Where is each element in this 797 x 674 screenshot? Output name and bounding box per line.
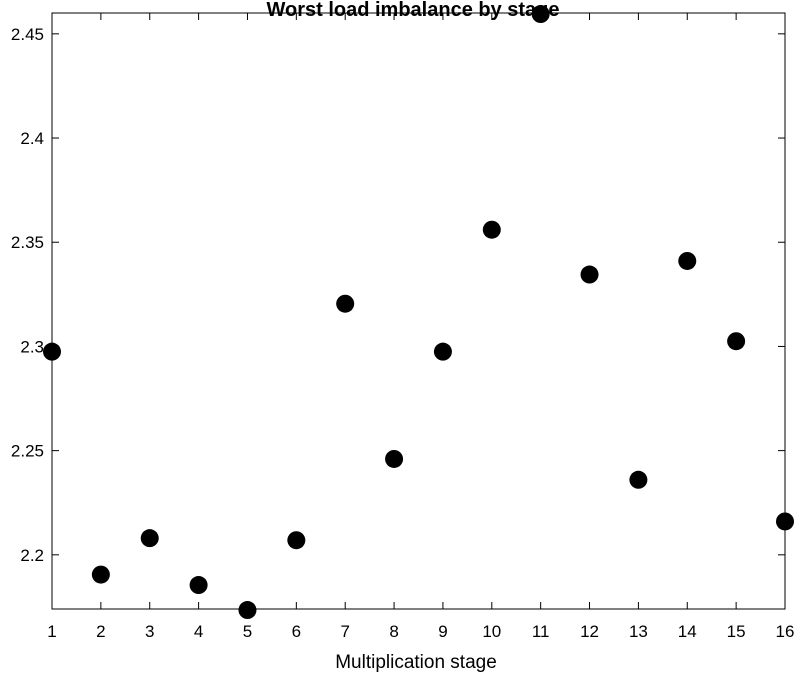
y-tick-label: 2.35 bbox=[11, 233, 44, 252]
y-tick-label: 2.4 bbox=[20, 129, 44, 148]
x-tick-label: 10 bbox=[482, 622, 501, 641]
data-point bbox=[482, 220, 501, 239]
axis-ticks bbox=[51, 13, 786, 609]
data-point bbox=[531, 5, 550, 24]
data-point bbox=[629, 470, 648, 489]
data-point bbox=[727, 332, 746, 351]
y-tick-label: 2.45 bbox=[11, 25, 44, 44]
plot-frame bbox=[51, 12, 786, 610]
x-axis-label: Multiplication stage bbox=[335, 652, 497, 673]
x-tick-label: 15 bbox=[727, 622, 746, 641]
x-tick-label: 8 bbox=[389, 622, 398, 641]
x-tick-label: 11 bbox=[532, 622, 550, 641]
x-tick-label: 12 bbox=[580, 622, 599, 641]
y-tick-labels: 2.2 2.25 2.3 2.35 2.4 2.45 bbox=[11, 25, 44, 565]
x-tick-label: 3 bbox=[145, 622, 154, 641]
x-tick-label: 9 bbox=[438, 622, 447, 641]
y-tick-label: 2.3 bbox=[20, 337, 44, 356]
chart-title: Worst load imbalance by stage bbox=[266, 0, 559, 21]
x-tick-label: 16 bbox=[776, 622, 795, 641]
data-point bbox=[189, 576, 208, 595]
data-points bbox=[43, 5, 794, 620]
data-point bbox=[140, 529, 159, 548]
y-tick-label: 2.2 bbox=[20, 546, 44, 565]
data-point bbox=[433, 342, 452, 361]
data-point bbox=[776, 512, 794, 531]
x-tick-label: 1 bbox=[47, 622, 56, 641]
data-point bbox=[385, 449, 404, 468]
x-tick-label: 13 bbox=[629, 622, 648, 641]
x-tick-label: 2 bbox=[96, 622, 105, 641]
x-tick-label: 14 bbox=[678, 622, 697, 641]
x-tick-label: 6 bbox=[292, 622, 301, 641]
x-tick-label: 4 bbox=[194, 622, 203, 641]
data-point bbox=[287, 531, 306, 550]
x-tick-label: 7 bbox=[340, 622, 349, 641]
data-point bbox=[43, 342, 61, 361]
x-tick-label: 5 bbox=[243, 622, 252, 641]
data-point bbox=[678, 251, 697, 270]
data-point bbox=[336, 294, 355, 313]
y-tick-label: 2.25 bbox=[11, 442, 44, 461]
data-point bbox=[91, 565, 110, 584]
data-point bbox=[580, 265, 599, 284]
data-point bbox=[238, 601, 257, 620]
x-tick-labels: 1 2 3 4 5 6 7 8 9 10 11 12 13 14 15 16 bbox=[47, 622, 794, 641]
